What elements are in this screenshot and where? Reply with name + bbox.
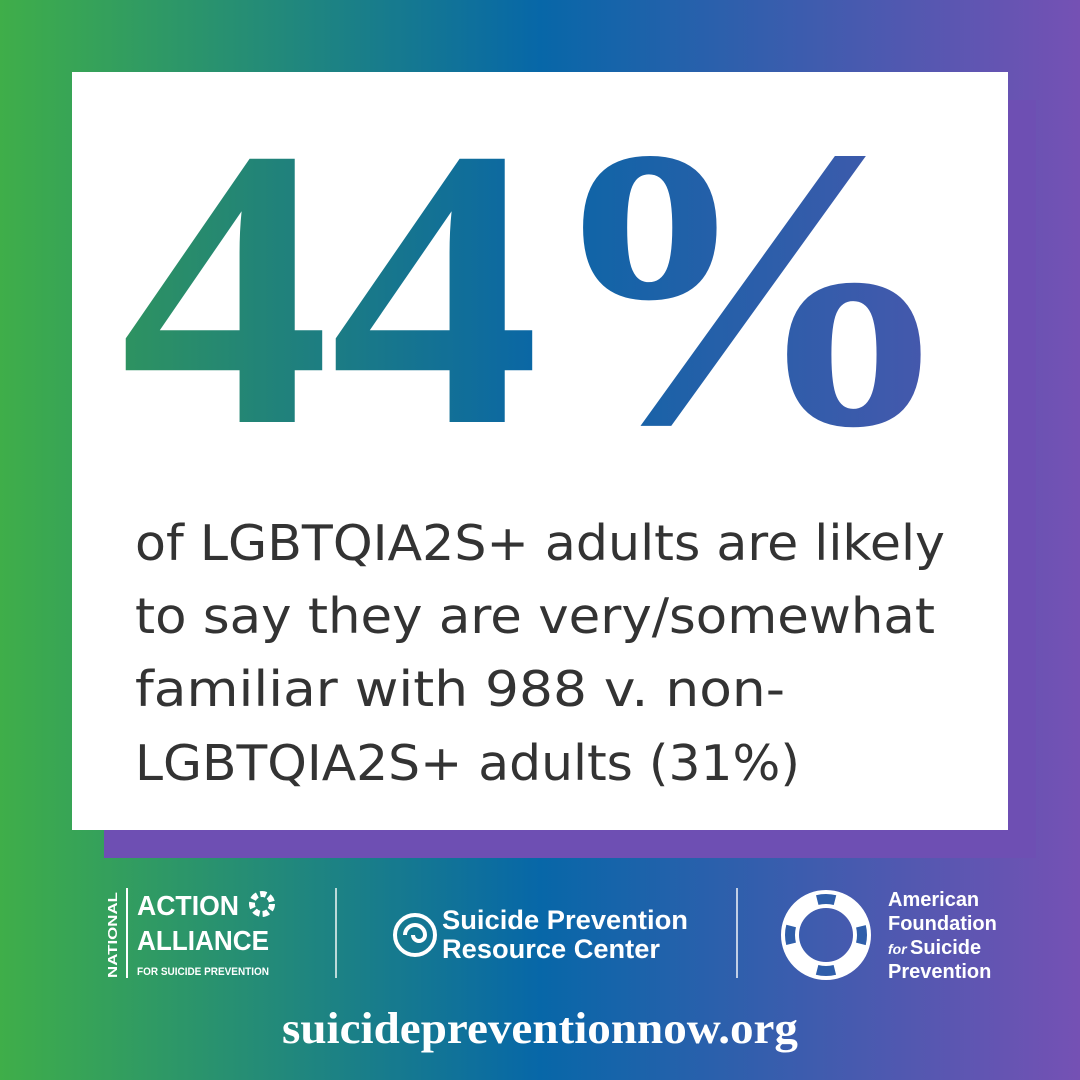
body-line: familiar with 988 v. non- <box>135 661 785 718</box>
sprc-logo: Suicide Prevention Resource Center <box>393 905 688 964</box>
body-line: to say they are very/somewhat <box>135 588 935 645</box>
logo-text: for <box>888 941 908 957</box>
logo-icon <box>249 891 275 917</box>
logo-text: Suicide Prevention <box>442 905 688 935</box>
logo-text: FOR SUICIDE PREVENTION <box>137 966 269 978</box>
headline-stat: 44% <box>120 66 960 509</box>
logo-text: American <box>888 889 979 911</box>
action-alliance-logo: NATIONAL ACTION ALLIANCE FOR SUICIDE PRE… <box>105 888 275 978</box>
logo-icon <box>403 923 428 943</box>
body-line: of LGBTQIA2S+ adults are likely <box>135 515 945 572</box>
logo-text: NATIONAL <box>105 892 120 978</box>
logo-icon <box>785 894 867 976</box>
logo-icon <box>393 913 437 957</box>
body-line: LGBTQIA2S+ adults (31%) <box>135 735 800 792</box>
logo-text: Prevention <box>888 961 991 983</box>
afsp-logo: American Foundation for Suicide Preventi… <box>781 889 997 983</box>
card <box>72 72 1008 830</box>
logo-text: Resource Center <box>442 934 660 964</box>
footer-url: suicidepreventionnow.org <box>282 1004 798 1053</box>
logo-text: ALLIANCE <box>137 925 269 956</box>
logo-text: ACTION <box>137 890 239 921</box>
logo-text: Foundation <box>888 913 997 935</box>
logo-text: Suicide <box>910 937 981 959</box>
